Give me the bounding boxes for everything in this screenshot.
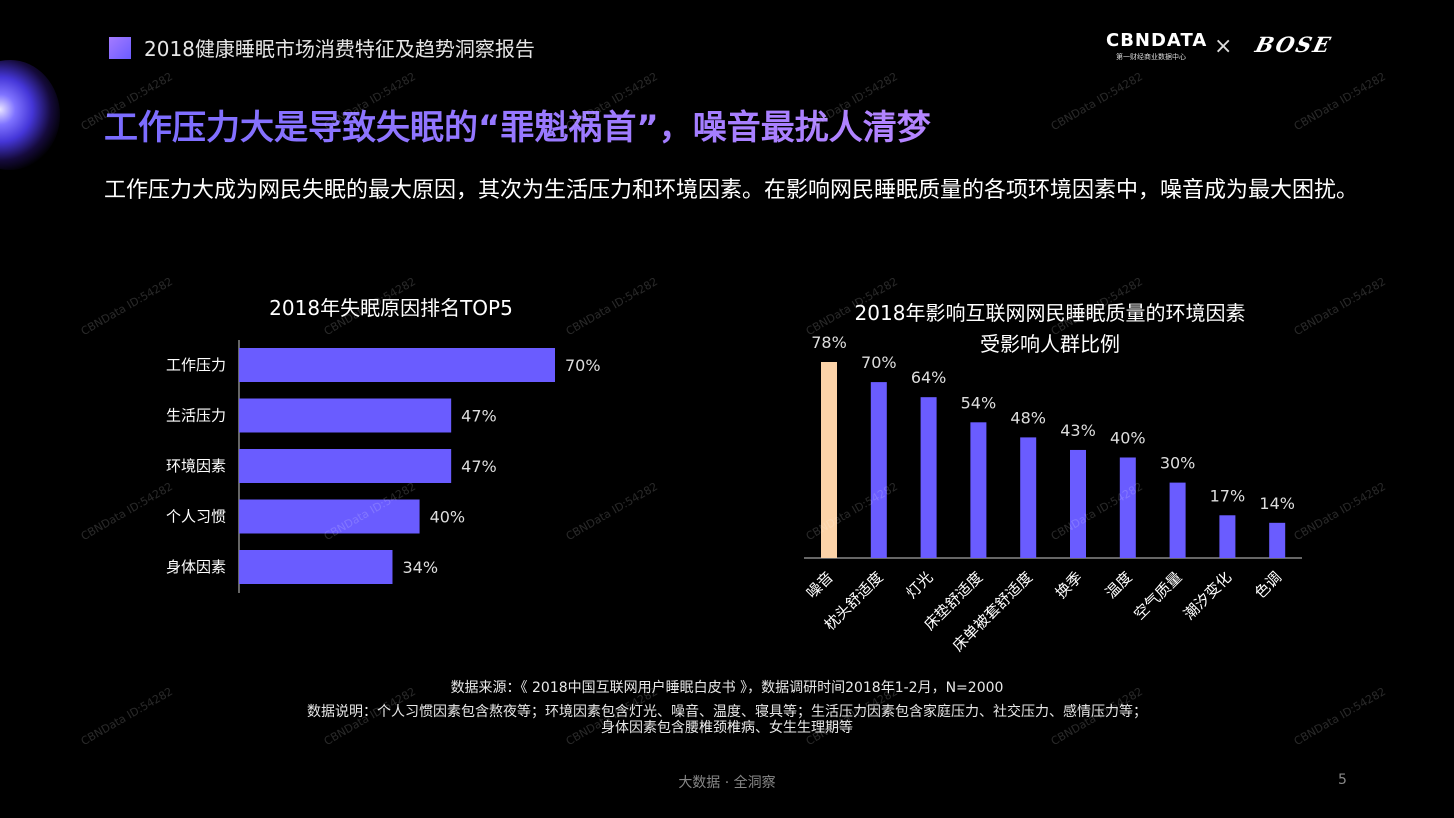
insomnia-value-label: 34% — [402, 558, 438, 577]
insomnia-bar — [239, 449, 452, 483]
environment-value-label: 14% — [1259, 494, 1295, 513]
environment-value-label: 78% — [811, 333, 847, 352]
insomnia-reasons-bar-chart: 工作压力 70% 生活压力 47% 环境因素 47% 个人习惯 40% 身体因素 34% — [166, 340, 601, 593]
data-source-line: 数据来源：《 2018中国互联网用户睡眠白皮书 》，数据调研时间2018年1-2… — [450, 680, 1004, 696]
environment-bar — [1169, 482, 1186, 558]
insomnia-bar — [239, 550, 393, 584]
report-title: 2018健康睡眠市场消费特征及趋势洞察报告 — [144, 37, 535, 61]
environment-value-label: 40% — [1110, 428, 1146, 447]
environment-category-label: 温度 — [1102, 568, 1136, 602]
insomnia-chart-title: 2018年失眠原因排名TOP5 — [269, 296, 513, 320]
environment-bar — [970, 422, 987, 558]
environment-value-label: 43% — [1060, 421, 1096, 440]
insomnia-category-label: 环境因素 — [166, 457, 226, 475]
insomnia-bar — [239, 398, 452, 433]
insomnia-category-label: 身体因素 — [166, 558, 226, 576]
environment-category-label: 噪音 — [803, 568, 837, 602]
environment-value-label: 30% — [1160, 454, 1196, 473]
report-marker-square — [109, 37, 131, 59]
data-note-line-2: 身体因素包含腰椎颈椎病、女生生理期等 — [601, 720, 853, 736]
environment-chart-title-line-2: 受影响人群比例 — [980, 332, 1120, 356]
insomnia-value-label: 47% — [461, 457, 497, 476]
environment-chart-title-line-1: 2018年影响互联网网民睡眠质量的环境因素 — [854, 301, 1246, 325]
environment-value-label: 64% — [911, 368, 947, 387]
environment-value-label: 54% — [961, 393, 997, 412]
insomnia-value-label: 47% — [461, 407, 497, 426]
environment-factors-bar-chart: 78%噪音70%枕头舒适度64%灯光54%床垫舒适度48%床单被套舒适度43%换… — [803, 333, 1302, 655]
environment-bar — [1269, 522, 1286, 558]
environment-bar — [870, 382, 887, 558]
data-note-line: 数据说明：个人习惯因素包含熬夜等；环境因素包含灯光、噪音、温度、寝具等；生活压力… — [307, 704, 1147, 720]
environment-bar — [1020, 437, 1037, 558]
environment-category-label: 潮汐变化 — [1180, 568, 1235, 623]
environment-category-label: 灯光 — [902, 568, 936, 602]
environment-bar — [1219, 515, 1236, 558]
insomnia-category-label: 工作压力 — [166, 356, 226, 374]
environment-category-label: 换季 — [1052, 568, 1086, 602]
insomnia-category-label: 个人习惯 — [166, 508, 226, 526]
slide-headline: 工作压力大是导致失眠的“罪魁祸首”，噪音最扰人清梦 — [104, 100, 931, 149]
environment-category-label: 空气质量 — [1130, 568, 1185, 623]
environment-value-label: 70% — [861, 353, 897, 372]
environment-value-label: 17% — [1210, 486, 1246, 505]
insomnia-bar — [239, 348, 555, 382]
footer-slogan: 大数据 · 全洞察 — [678, 775, 776, 791]
environment-category-label: 色调 — [1251, 568, 1285, 602]
environment-bar — [821, 362, 837, 558]
environment-bar — [1119, 457, 1136, 558]
cbndata-logo-subtext: 第一财经商业数据中心 — [1116, 53, 1186, 61]
logo-separator: × — [1214, 34, 1233, 59]
environment-value-label: 48% — [1010, 408, 1046, 427]
cbndata-logo: CBNDATA 第一财经商业数据中心 — [1106, 30, 1208, 62]
insomnia-bar — [239, 499, 420, 534]
slide-summary: 工作压力大成为网民失眠的最大原因，其次为生活压力和环境因素。在影响网民睡眠质量的… — [104, 178, 1359, 203]
insomnia-value-label: 70% — [565, 356, 601, 375]
insomnia-category-label: 生活压力 — [166, 407, 226, 425]
insomnia-value-label: 40% — [430, 508, 466, 527]
cbndata-logo-text: CBNDATA — [1106, 30, 1208, 51]
environment-bar — [1070, 449, 1086, 558]
environment-chart-title: 2018年影响互联网网民睡眠质量的环境因素 受影响人群比例 — [800, 298, 1300, 360]
environment-bar — [920, 397, 937, 558]
page-number: 5 — [1338, 772, 1347, 788]
